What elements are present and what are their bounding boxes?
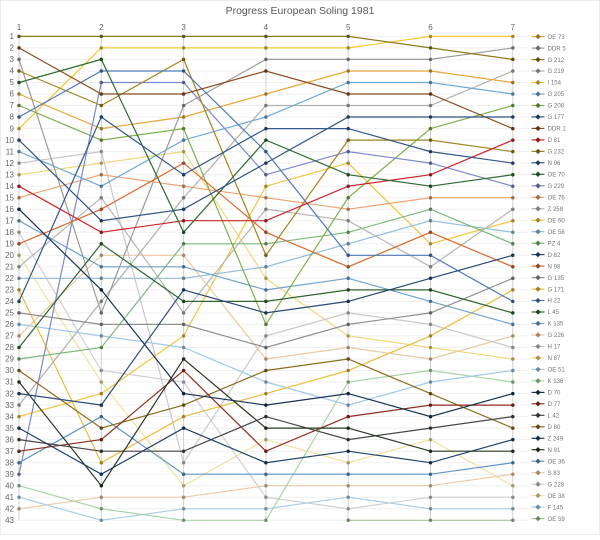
svg-text:L 42: L 42: [548, 413, 560, 420]
svg-text:18: 18: [5, 228, 14, 237]
svg-text:22: 22: [5, 274, 14, 283]
svg-text:N 91: N 91: [548, 447, 561, 454]
svg-text:17: 17: [5, 216, 14, 225]
svg-text:Progress European Soling 1981: Progress European Soling 1981: [226, 5, 375, 17]
svg-text:10: 10: [5, 136, 14, 145]
svg-text:7: 7: [10, 101, 15, 110]
svg-text:D 70: D 70: [548, 390, 561, 397]
svg-text:G 219: G 219: [548, 68, 565, 75]
svg-text:28: 28: [5, 343, 14, 352]
svg-text:OE 58: OE 58: [548, 229, 566, 236]
svg-text:N 98: N 98: [548, 263, 561, 270]
svg-text:20: 20: [5, 251, 14, 260]
svg-text:D 77: D 77: [548, 401, 561, 408]
svg-text:37: 37: [5, 447, 14, 456]
svg-text:30: 30: [5, 366, 14, 375]
svg-text:4: 4: [264, 23, 269, 32]
svg-text:25: 25: [5, 309, 14, 318]
svg-text:29: 29: [5, 355, 14, 364]
svg-text:2: 2: [10, 44, 15, 53]
svg-text:D 81: D 81: [548, 137, 561, 144]
svg-text:5: 5: [10, 78, 15, 87]
svg-text:24: 24: [5, 297, 14, 306]
svg-text:1: 1: [17, 23, 22, 32]
svg-text:DDR 5: DDR 5: [548, 45, 567, 52]
svg-text:OE 70: OE 70: [548, 172, 566, 179]
svg-text:N 87: N 87: [548, 355, 561, 362]
svg-text:G 171: G 171: [548, 286, 565, 293]
svg-text:PZ 4: PZ 4: [548, 240, 561, 247]
svg-text:H 22: H 22: [548, 298, 561, 305]
svg-text:11: 11: [6, 147, 15, 156]
svg-text:40: 40: [5, 481, 14, 490]
svg-text:19: 19: [5, 240, 14, 249]
svg-text:G 205: G 205: [548, 91, 565, 98]
svg-text:43: 43: [5, 516, 14, 525]
svg-text:31: 31: [5, 378, 14, 387]
svg-text:L 45: L 45: [548, 309, 560, 316]
svg-text:23: 23: [5, 286, 14, 295]
svg-text:6: 6: [10, 90, 15, 99]
svg-text:OE 73: OE 73: [548, 34, 566, 41]
svg-text:Z 249: Z 249: [548, 436, 564, 443]
svg-text:33: 33: [5, 401, 14, 410]
svg-text:32: 32: [5, 389, 14, 398]
svg-text:41: 41: [5, 493, 14, 502]
svg-text:G 232: G 232: [548, 149, 565, 156]
svg-text:38: 38: [5, 458, 14, 467]
svg-text:OE 59: OE 59: [548, 516, 566, 523]
svg-text:G 226: G 226: [548, 332, 565, 339]
svg-text:H 17: H 17: [548, 344, 561, 351]
svg-text:OE 38: OE 38: [548, 493, 566, 500]
svg-text:5: 5: [346, 23, 351, 32]
svg-text:34: 34: [5, 412, 14, 421]
svg-text:1: 1: [10, 32, 15, 41]
svg-text:DDR 1: DDR 1: [548, 126, 567, 133]
svg-text:F 145: F 145: [548, 504, 564, 511]
svg-text:4: 4: [10, 67, 15, 76]
svg-text:S 83: S 83: [548, 470, 561, 477]
svg-text:3: 3: [10, 55, 15, 64]
svg-text:6: 6: [428, 23, 433, 32]
svg-text:42: 42: [5, 505, 14, 514]
svg-text:12: 12: [5, 159, 14, 168]
svg-text:27: 27: [5, 332, 14, 341]
svg-text:OE 76: OE 76: [548, 195, 566, 202]
svg-text:G 135: G 135: [548, 275, 565, 282]
svg-text:35: 35: [5, 424, 14, 433]
svg-text:N 96: N 96: [548, 160, 561, 167]
svg-text:G 228: G 228: [548, 481, 565, 488]
svg-text:D 80: D 80: [548, 424, 561, 431]
svg-text:3: 3: [181, 23, 186, 32]
svg-text:K 136: K 136: [548, 378, 565, 385]
svg-text:OE 51: OE 51: [548, 367, 566, 374]
svg-text:G 229: G 229: [548, 183, 565, 190]
svg-text:G 177: G 177: [548, 114, 565, 121]
svg-text:21: 21: [5, 263, 14, 272]
svg-text:Z 258: Z 258: [548, 206, 564, 213]
svg-text:K 135: K 135: [548, 321, 565, 328]
svg-text:14: 14: [5, 182, 14, 191]
svg-text:9: 9: [10, 124, 15, 133]
svg-text:2: 2: [99, 23, 104, 32]
svg-text:13: 13: [5, 170, 14, 179]
svg-text:16: 16: [5, 205, 14, 214]
svg-text:36: 36: [5, 435, 14, 444]
svg-text:I 154: I 154: [548, 80, 562, 87]
svg-text:D 82: D 82: [548, 252, 561, 259]
svg-text:7: 7: [511, 23, 516, 32]
svg-text:OE 60: OE 60: [548, 217, 566, 224]
svg-text:39: 39: [5, 470, 14, 479]
svg-text:15: 15: [5, 193, 14, 202]
svg-text:G 212: G 212: [548, 57, 565, 64]
svg-text:G 208: G 208: [548, 103, 565, 110]
svg-text:26: 26: [5, 320, 14, 329]
svg-text:OE 36: OE 36: [548, 458, 566, 465]
svg-text:8: 8: [10, 113, 15, 122]
